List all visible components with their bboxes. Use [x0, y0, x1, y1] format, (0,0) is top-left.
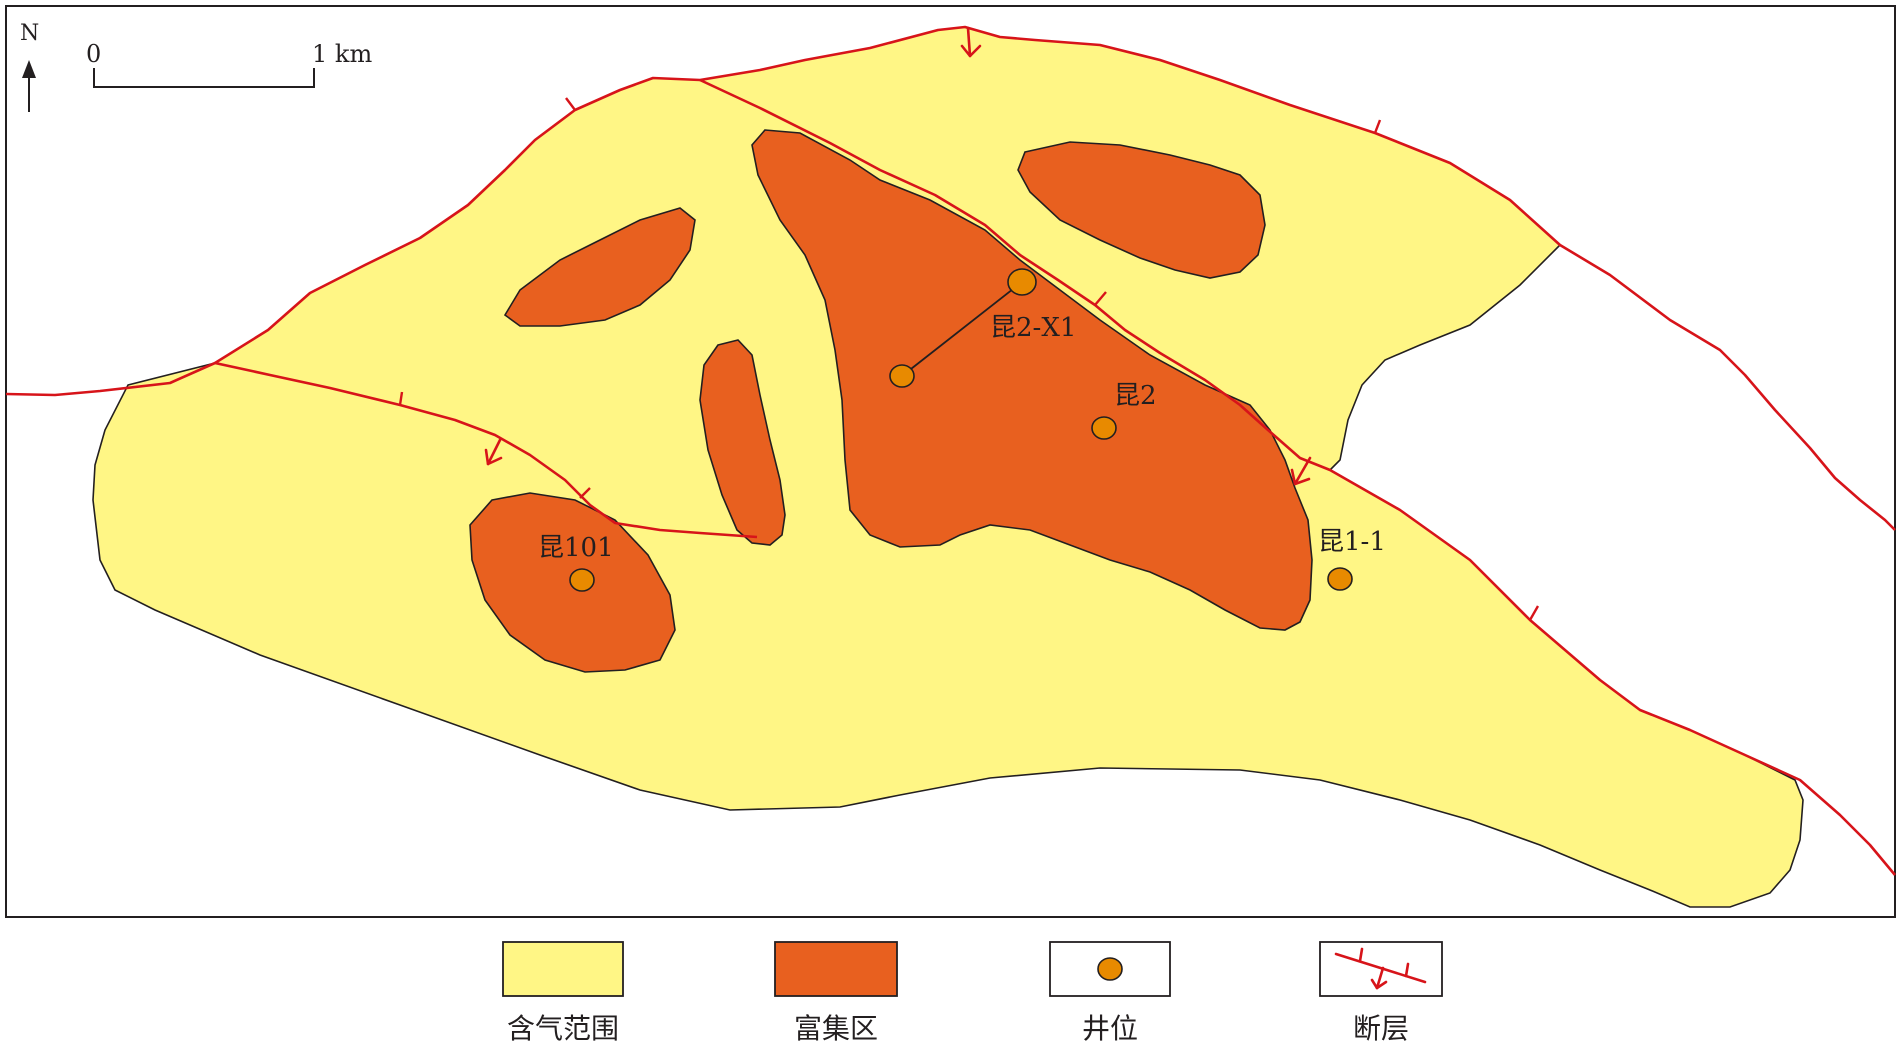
legend-item-well: 井位 [1049, 941, 1171, 1045]
scale-start-label: 0 [86, 40, 101, 68]
legend-item-gas-area: 含气范围 [502, 941, 624, 1045]
legend-label: 富集区 [794, 1012, 878, 1045]
yellow-fill-swatch [502, 941, 624, 997]
north-arrow: N [20, 21, 39, 112]
enrichment-zone-northeast [1017, 141, 1266, 279]
well-dot [1097, 957, 1123, 981]
fault-tick [579, 487, 591, 499]
well-label: 昆1-1 [1318, 527, 1386, 557]
fault-tick [565, 97, 576, 111]
fault-central-diagonal [699, 78, 1896, 876]
scale-bar-line [93, 68, 315, 88]
fault-line-symbol [1334, 947, 1427, 990]
fault-dip-arrows [484, 26, 1312, 486]
legend-item-enrichment: 富集区 [774, 941, 898, 1045]
fault-dip-arrow [960, 26, 982, 58]
fault-tick [398, 391, 404, 406]
scale-bar [93, 68, 315, 88]
scale-end-label: 1 km [312, 40, 372, 68]
orange-fill-swatch [774, 941, 898, 997]
well-marker[interactable] [889, 364, 915, 388]
well-marker[interactable] [1007, 268, 1037, 296]
enrichment-zone-main [751, 129, 1313, 631]
legend-item-fault: 断层 [1319, 941, 1443, 1045]
fault-north-boundary [5, 25, 1896, 531]
north-label: N [20, 21, 39, 46]
fault-tick [1528, 605, 1540, 621]
enrichment-zone-northwest [503, 207, 696, 327]
well-label: 昆2 [1114, 381, 1157, 411]
fault-ticks [398, 97, 1540, 621]
well-marker[interactable] [569, 568, 595, 592]
fault-tick [1094, 291, 1107, 306]
fault-west-branch [214, 361, 758, 539]
fault-lines [5, 25, 1896, 876]
legend: 含气范围 富集区 井位 断层 [502, 941, 1443, 1045]
well-label: 昆101 [538, 533, 614, 563]
well-label: 昆2-X1 [990, 313, 1076, 343]
legend-label: 断层 [1353, 1012, 1409, 1045]
legend-label: 井位 [1082, 1012, 1138, 1045]
well-marker[interactable] [1327, 567, 1353, 591]
fault-tick [1373, 119, 1382, 134]
fault-dip-arrow [484, 438, 503, 466]
well-marker[interactable] [1091, 416, 1117, 440]
fault-dip-arrow [1290, 456, 1312, 486]
legend-label: 含气范围 [507, 1012, 619, 1045]
enrichment-zone-central-strip [699, 339, 786, 546]
well-trajectory [901, 281, 1023, 377]
north-arrowhead-icon [22, 60, 36, 78]
wells [569, 268, 1353, 592]
